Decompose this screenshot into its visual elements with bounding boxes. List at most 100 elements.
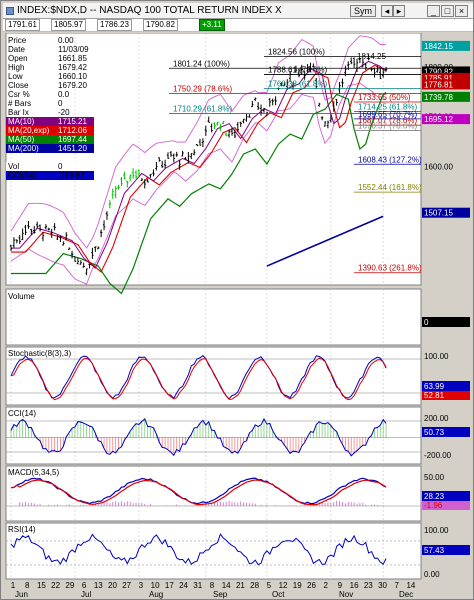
data-key: Vol (8, 162, 20, 171)
data-value: 0.0 (58, 90, 70, 99)
date-tick-label: 12 (279, 581, 288, 590)
price-tag-label: 1739.78 (424, 93, 453, 102)
cci-tag (422, 427, 470, 437)
macd-hist-tag (422, 501, 470, 510)
fib-label: 1733.55 (50%) (358, 93, 411, 102)
ma-row: MA(50) 1697.44 (6, 135, 94, 144)
volume-tag-label: 0 (424, 318, 429, 327)
month-label: Sep (213, 590, 228, 599)
fib-label: 1699.65 (70.7%) (358, 110, 417, 119)
price-axis-label: 1600.00 (424, 162, 453, 171)
stoch-label: Stochastic(8(3),3) (8, 349, 71, 358)
data-value: 1697.44 (58, 135, 87, 144)
high-marker-label: 1814.25 (357, 52, 386, 61)
data-value: 11/03/09 (58, 45, 89, 54)
maximize-button[interactable]: □ (441, 5, 454, 17)
data-value: 1660.10 (58, 72, 87, 81)
fib-label: 1390.63 (261.8%) (358, 264, 422, 273)
rsi-panel (5, 522, 422, 580)
ma200-line (266, 215, 384, 267)
nav-right-icon[interactable]: ▸ (393, 5, 405, 17)
date-tick-label: 16 (350, 581, 359, 590)
date-tick-label: 1 (11, 581, 16, 590)
data-key: CCI(14) (8, 171, 37, 180)
data-key: High (8, 63, 25, 72)
data-value: 1679.20 (58, 81, 87, 90)
cci-label: CCI(14) (8, 409, 36, 418)
data-row: Date 11/03/09 (6, 45, 94, 54)
stoch-d-line (10, 357, 387, 401)
ma-row: MA(200) 1451.20 (6, 144, 94, 153)
data-window: Price 0.00 Date 11/03/09 Open 1661.85 High 1679… (6, 36, 94, 180)
cci-value: 50.73 (424, 428, 445, 437)
price-tag (422, 66, 470, 77)
data-value: 1451.20 (58, 144, 87, 153)
data-key: MA(200) (8, 144, 39, 153)
indicator-row: Vol 0 (6, 162, 94, 171)
stoch-k-value: 63.99 (424, 382, 445, 391)
quote-bar: 1791.61 1805.97 1786.23 1790.82 +3.11 (3, 19, 473, 32)
volume-label: Volume (8, 292, 35, 301)
data-key: Price (8, 36, 27, 45)
price-tag (422, 207, 470, 218)
month-label: Nov (339, 590, 353, 599)
date-tick-label: 3 (139, 581, 144, 590)
fib-label: 1687.07 (78.6%) (358, 116, 417, 125)
rsi-axis-label: 0.00 (424, 570, 440, 579)
data-value: 1679.42 (58, 63, 87, 72)
cci-line (10, 417, 387, 457)
price-tag-label: 1776.81 (424, 80, 453, 89)
data-key: Date (8, 45, 25, 54)
date-tick-label: 14 (406, 581, 415, 590)
data-key: Bar Ix (8, 108, 29, 117)
indicator-row: CCI(14) -119.67 (6, 171, 94, 180)
date-tick-label: 17 (165, 581, 174, 590)
rsi-tag (422, 545, 470, 555)
sym-button[interactable]: Sym (350, 5, 376, 17)
data-value: 0 (58, 162, 63, 171)
date-tick-label: 23 (364, 581, 373, 590)
upper-band-line (10, 35, 387, 249)
data-value: 1715.21 (58, 117, 87, 126)
month-label: Jul (81, 590, 91, 599)
macd-tag (422, 491, 470, 501)
minimize-button[interactable]: _ (427, 5, 440, 17)
data-row: Price 0.00 (6, 36, 94, 45)
macd-value: 28.23 (424, 492, 445, 501)
ma-row: MA(20,exp) 1712.06 (6, 126, 94, 135)
data-key: Csr % (8, 90, 30, 99)
data-row: Csr % 0.0 (6, 90, 94, 99)
month-label: Dec (399, 590, 413, 599)
date-tick-label: 8 (210, 581, 215, 590)
nav-left-icon[interactable]: ◂ (381, 5, 393, 17)
rsi-label: RSI(14) (8, 525, 36, 534)
close-button[interactable]: × (455, 5, 468, 17)
price-tag (422, 72, 470, 83)
rsi-line (10, 533, 387, 566)
data-value: -20 (58, 108, 70, 117)
data-value: 0 (58, 99, 63, 108)
price-tag (422, 114, 470, 125)
lower-band-line (10, 82, 387, 285)
price-tag-label: 1785.91 (424, 74, 453, 83)
ma50-line (11, 91, 387, 295)
app-icon (6, 7, 14, 15)
ma10-line (11, 60, 387, 269)
data-row: Open 1661.85 (6, 54, 94, 63)
price-tag (422, 91, 470, 102)
chart-canvas[interactable]: 1824.56 (100%) 1801.24 (100%) 1788.61 (78.… (1, 33, 473, 599)
price-tag-label: 1790.82 (424, 67, 453, 76)
rsi-axis-label: 100.00 (424, 526, 449, 535)
data-key: # Bars (8, 99, 32, 108)
month-label: Jun (15, 590, 28, 599)
fib-label: 1552.44 (161.8%) (358, 183, 422, 192)
date-tick-label: 28 (250, 581, 259, 590)
fib-label: 1710.29 (61.8%) (173, 105, 232, 114)
date-tick-label: 9 (338, 581, 343, 590)
date-tick-label: 27 (122, 581, 131, 590)
price-tag-label: 1842.15 (424, 42, 453, 51)
fib-label: 1788.61 (78.6%) (268, 66, 327, 75)
date-tick-label: 8 (25, 581, 30, 590)
date-tick-label: 6 (82, 581, 87, 590)
stoch-d-tag (422, 391, 470, 400)
